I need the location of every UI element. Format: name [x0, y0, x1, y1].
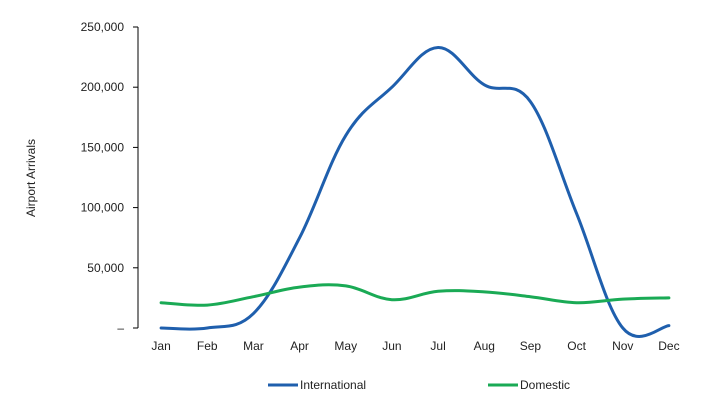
- x-tick-label: Aug: [474, 339, 495, 353]
- y-tick-label: 100,000: [81, 201, 125, 215]
- x-tick-label: Jul: [430, 339, 445, 353]
- y-axis: – 50,000 100,000 150,000 200,000 250,000: [81, 20, 138, 335]
- y-tick-label: 250,000: [81, 20, 125, 34]
- x-tick-label: May: [334, 339, 357, 353]
- series-line-domestic: [161, 285, 669, 306]
- series-layer: [161, 47, 669, 336]
- series-line-international: [161, 47, 669, 336]
- legend-label: Domestic: [520, 378, 570, 392]
- y-tick-label: –: [117, 321, 124, 335]
- y-tick-label: 200,000: [81, 80, 125, 94]
- y-axis-title: Airport Arrivals: [24, 139, 38, 217]
- x-tick-label: Sep: [520, 339, 542, 353]
- x-tick-label: Mar: [243, 339, 264, 353]
- x-tick-label: Jan: [151, 339, 170, 353]
- legend: International Domestic: [268, 378, 570, 392]
- x-tick-label: Nov: [612, 339, 633, 353]
- x-tick-label: Dec: [658, 339, 679, 353]
- y-tick-label: 50,000: [87, 261, 124, 275]
- x-tick-label: Apr: [290, 339, 309, 353]
- x-tick-label: Feb: [197, 339, 218, 353]
- legend-label: International: [300, 378, 366, 392]
- legend-item-international: International: [268, 378, 366, 392]
- x-axis: Jan Feb Mar Apr May Jun Jul Aug Sep Oct Nov Dec: [151, 339, 679, 353]
- x-tick-label: Oct: [567, 339, 586, 353]
- y-tick-label: 150,000: [81, 140, 125, 154]
- x-tick-label: Jun: [382, 339, 401, 353]
- legend-item-domestic: Domestic: [488, 378, 570, 392]
